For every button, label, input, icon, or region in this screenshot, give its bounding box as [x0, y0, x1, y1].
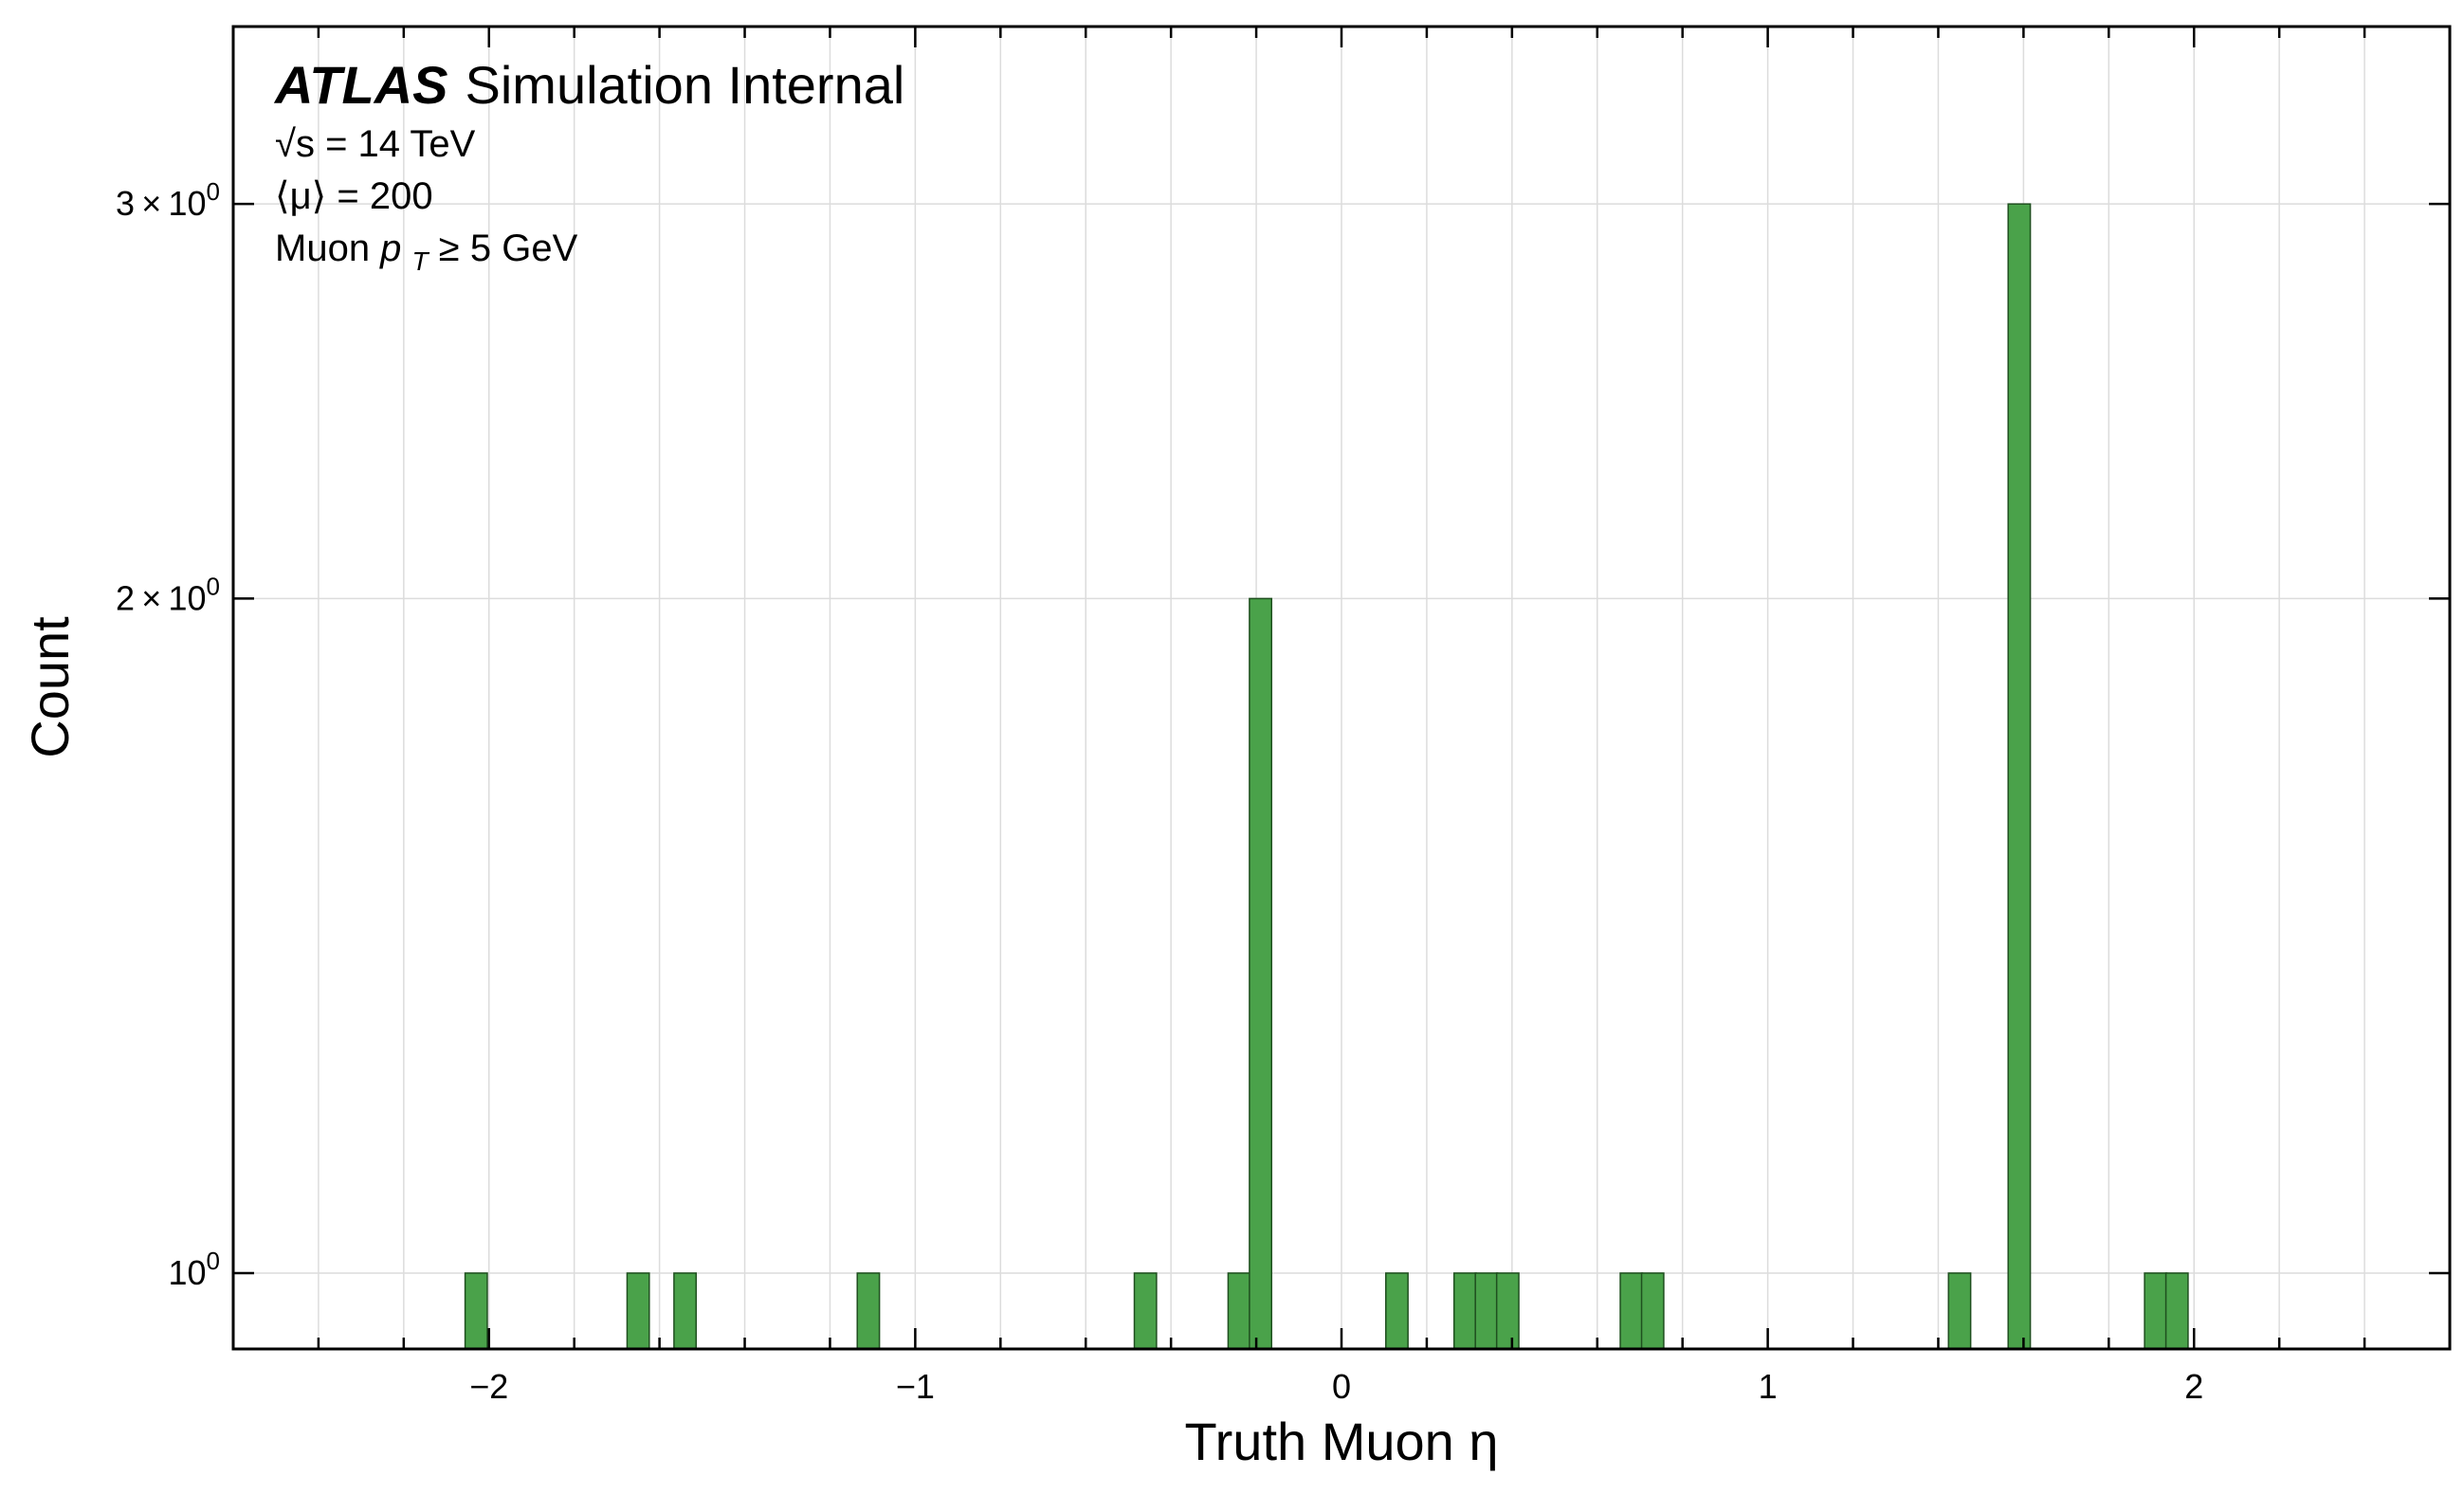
y-axis-title: Count [20, 616, 80, 758]
histogram-bin [673, 1272, 698, 1350]
x-tick-label: −1 [896, 1367, 935, 1406]
y-tick-exponent: 0 [207, 1247, 220, 1275]
y-tick-label: 3 × 100 [116, 177, 220, 223]
atlas-annotation: ATLAS Simulation Internal √s = 14 TeV ⟨μ… [273, 55, 904, 279]
histogram-bin [1947, 1272, 1972, 1350]
histogram-bin [464, 1272, 488, 1350]
histogram-bin [626, 1272, 650, 1350]
energy-label: √s = 14 TeV [275, 123, 476, 165]
x-tick-labels: −2 −1 0 1 2 [469, 1367, 2203, 1406]
pt-cut-variable: p [379, 228, 401, 269]
histogram-bin [1640, 1272, 1665, 1350]
y-tick-exponent: 0 [207, 572, 220, 600]
x-tick-label: −2 [469, 1367, 508, 1406]
pt-cut-subscript: T [412, 246, 430, 276]
pt-cut-suffix: ≥ 5 GeV [439, 228, 578, 269]
histogram-bin [1227, 1272, 1251, 1350]
y-tick-label: 2 × 100 [116, 572, 220, 617]
histogram-bin [1249, 597, 1273, 1350]
x-tick-label: 2 [2184, 1367, 2203, 1406]
histogram-bin [1619, 1272, 1644, 1350]
pt-cut-prefix: Muon [275, 228, 380, 269]
histogram-bin [1495, 1272, 1520, 1350]
histogram-bin [1452, 1272, 1477, 1350]
y-tick-base: 3 × 10 [116, 184, 207, 223]
y-tick-base: 10 [168, 1253, 206, 1292]
axis-ticks [231, 27, 2452, 1349]
pileup-label: ⟨μ⟩ = 200 [275, 175, 433, 217]
histogram-bin [1133, 1272, 1158, 1350]
x-tick-label: 0 [1332, 1367, 1351, 1406]
histogram-bin [2007, 203, 2032, 1350]
histogram-bin [1474, 1272, 1499, 1350]
atlas-label: ATLAS [273, 55, 448, 115]
grid [232, 27, 2451, 1349]
svg-text:ATLAS Simulation Interna: ATLAS Simulation Internal [273, 55, 904, 115]
x-tick-label: 1 [1759, 1367, 1778, 1406]
x-axis-title: Truth Muon η [1185, 1412, 1499, 1471]
histogram-bin [856, 1272, 881, 1350]
y-tick-base: 2 × 10 [116, 578, 207, 617]
simulation-status: Simulation Internal [465, 55, 905, 115]
y-tick-exponent: 0 [207, 177, 220, 206]
y-tick-label: 100 [168, 1247, 220, 1292]
histogram-bars [464, 203, 2189, 1350]
histogram-bin [2144, 1272, 2168, 1350]
histogram-bin [2164, 1272, 2189, 1350]
pt-cut-label: Muon p T ≥ 5 GeV [275, 228, 578, 279]
histogram-bin [1385, 1272, 1409, 1350]
